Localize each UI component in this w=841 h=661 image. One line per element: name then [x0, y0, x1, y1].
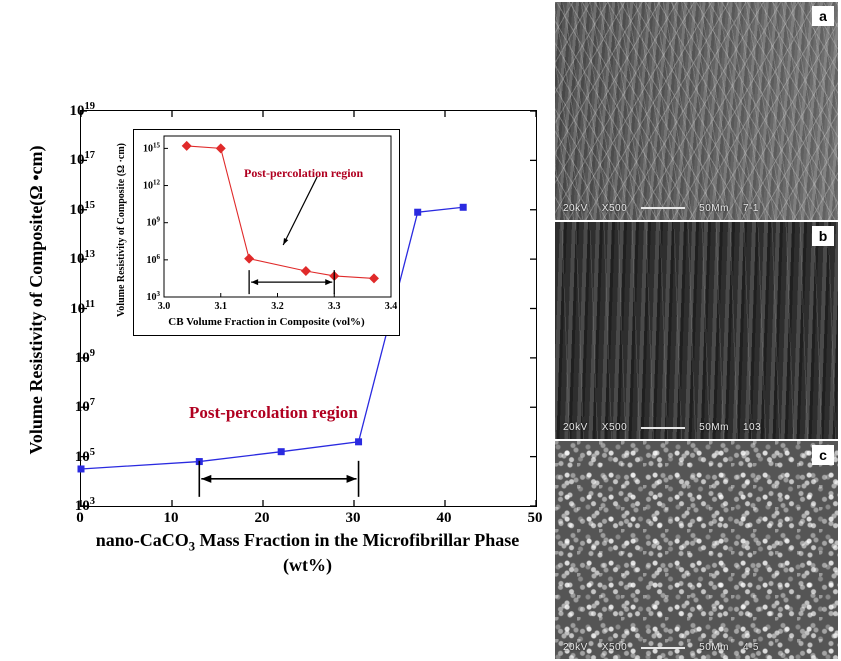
sem-voltage: 20kV — [563, 203, 588, 214]
sem-sample: 103 — [743, 422, 761, 433]
x-tick-label: 10 — [156, 510, 186, 527]
sem-label-b: b — [812, 226, 834, 246]
y-tick-label: 109 — [45, 348, 95, 367]
x-tick-label: 50 — [520, 510, 550, 527]
svg-text:3.2: 3.2 — [271, 301, 284, 312]
x-tick-label: 20 — [247, 510, 277, 527]
scalebar-icon — [641, 647, 685, 649]
sem-scale: 50Mm — [699, 422, 729, 433]
svg-text:3.1: 3.1 — [215, 301, 228, 312]
sem-panel-c: c 20kV X500 50Mm 4-5 — [555, 441, 838, 659]
svg-text:106: 106 — [147, 253, 161, 266]
y-tick-label: 1019 — [45, 101, 95, 120]
sem-column: a 20kV X500 50Mm 7-1 b 20kV X500 50Mm 10… — [555, 2, 838, 659]
svg-text:3.0: 3.0 — [158, 301, 171, 312]
sem-sample: 4-5 — [743, 642, 759, 653]
svg-text:3.4: 3.4 — [385, 301, 398, 312]
sem-mag: X500 — [602, 642, 627, 653]
sem-scale: 50Mm — [699, 642, 729, 653]
svg-text:1015: 1015 — [143, 141, 161, 154]
sem-panel-b: b 20kV X500 50Mm 103 — [555, 222, 838, 440]
svg-text:109: 109 — [147, 216, 161, 229]
inset-y-axis-title: Volume Resistivity of Composite (Ω ·cm) — [116, 130, 127, 330]
sem-mag: X500 — [602, 203, 627, 214]
sem-sample: 7-1 — [743, 203, 759, 214]
y-tick-label: 1011 — [45, 299, 95, 318]
sem-infobar-c: 20kV X500 50Mm 4-5 — [563, 642, 759, 653]
x-tick-label: 30 — [338, 510, 368, 527]
sem-voltage: 20kV — [563, 422, 588, 433]
x-axis-title: nano-CaCO3 Mass Fraction in the Microfib… — [80, 530, 535, 576]
main-annotation-label: Post-percolation region — [189, 403, 358, 423]
main-chart-area: Volume Resistivity of Composite(Ω •cm) n… — [10, 10, 555, 570]
sem-label-a: a — [812, 6, 834, 26]
inset-annotation-label: Post-percolation region — [244, 166, 363, 181]
inset-plot: Volume Resistivity of Composite (Ω ·cm) … — [133, 129, 400, 336]
figure-page: Volume Resistivity of Composite(Ω •cm) n… — [0, 0, 841, 661]
sem-panel-a: a 20kV X500 50Mm 7-1 — [555, 2, 838, 220]
scalebar-icon — [641, 427, 685, 429]
y-tick-label: 1017 — [45, 150, 95, 169]
y-tick-label: 107 — [45, 397, 95, 416]
y-tick-label: 105 — [45, 447, 95, 466]
x-tick-label: 0 — [65, 510, 95, 527]
x-tick-label: 40 — [429, 510, 459, 527]
y-tick-label: 1013 — [45, 249, 95, 268]
sem-scale: 50Mm — [699, 203, 729, 214]
svg-text:1012: 1012 — [143, 179, 161, 192]
sem-infobar-a: 20kV X500 50Mm 7-1 — [563, 203, 759, 214]
sem-infobar-b: 20kV X500 50Mm 103 — [563, 422, 761, 433]
svg-text:3.3: 3.3 — [328, 301, 341, 312]
y-tick-label: 1015 — [45, 200, 95, 219]
y-axis-title: Volume Resistivity of Composite(Ω •cm) — [26, 100, 47, 500]
sem-label-c: c — [812, 445, 834, 465]
inset-plot-svg: 3.03.13.23.33.410310610910121015 — [134, 130, 399, 335]
sem-voltage: 20kV — [563, 642, 588, 653]
scalebar-icon — [641, 207, 685, 209]
sem-mag: X500 — [602, 422, 627, 433]
main-plot: Post-percolation region Volume Resistivi… — [80, 110, 537, 507]
